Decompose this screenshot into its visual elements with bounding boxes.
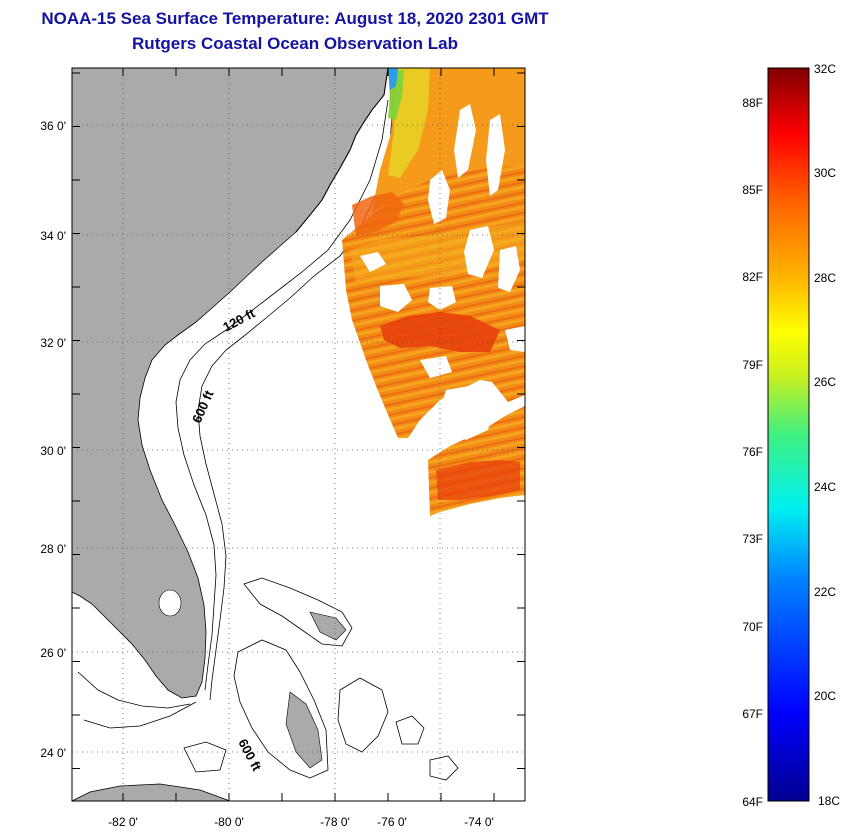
contour-120ft (175, 99, 389, 691)
land-us-mainland (72, 68, 389, 699)
coastline-northeast (295, 68, 389, 233)
lat-labels: 36 0' 34 0' 32 0' 30 0' 28 0' 26 0' 24 0… (40, 119, 66, 760)
land-cuba (72, 783, 231, 801)
lat-label: 24 0' (40, 746, 66, 760)
lon-label: -74 0' (464, 815, 494, 829)
lon-label: -78 0' (320, 815, 350, 829)
lat-label: 36 0' (40, 119, 66, 133)
lon-labels: -82 0' -80 0' -78 0' -76 0' -74 0' (108, 815, 494, 829)
contour-label-600ft: 600 ft (189, 387, 217, 425)
map-ticks (72, 68, 525, 801)
lat-label: 26 0' (40, 646, 66, 660)
title-line-2: Rutgers Coastal Ocean Observation Lab (132, 34, 458, 53)
lat-label: 34 0' (40, 229, 66, 243)
lat-label: 32 0' (40, 336, 66, 350)
lon-label: -76 0' (377, 815, 407, 829)
lon-label: -82 0' (108, 815, 138, 829)
graticule (72, 68, 525, 801)
bahamas-land-1 (309, 611, 347, 641)
lat-label: 30 0' (40, 444, 66, 458)
title-line-1: NOAA-15 Sea Surface Temperature: August … (41, 9, 549, 28)
lake (158, 589, 182, 617)
contour-label-120ft: 120 ft (220, 305, 258, 335)
bahamas-land-2 (285, 691, 323, 769)
contour-label-600ft-bahamas: 600 ft (235, 736, 265, 774)
sst-swath (342, 68, 525, 516)
lon-label: -80 0' (214, 815, 244, 829)
map-frame (71, 67, 526, 802)
bahamas-outline-3 (183, 677, 459, 781)
keys-outline (77, 671, 197, 729)
lat-label: 28 0' (40, 542, 66, 556)
